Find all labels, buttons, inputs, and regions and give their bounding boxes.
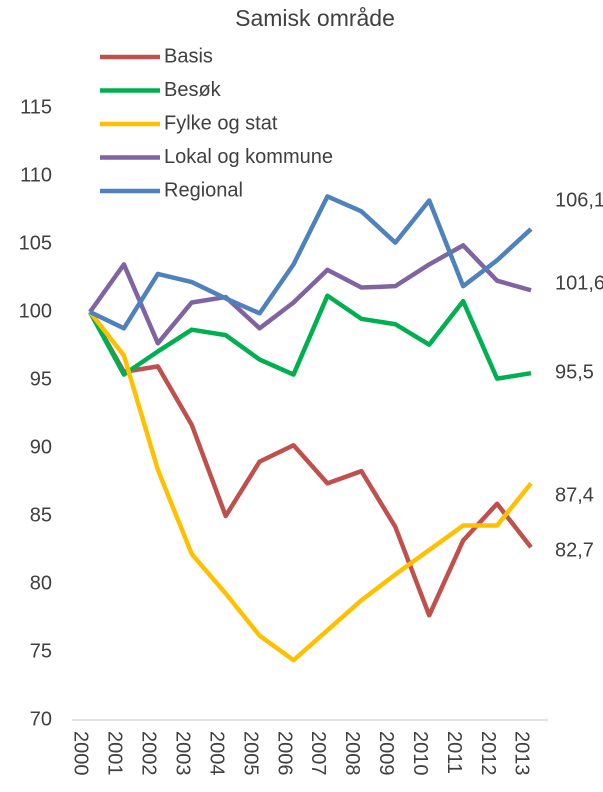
data-label: 82,7 [555,540,594,562]
x-tick-label: 2004 [205,731,227,776]
chart-title: Samisk område [235,5,395,31]
data-label: 95,5 [555,361,594,383]
series-line [89,194,533,331]
y-tick-label: 85 [30,504,52,526]
x-tick-label: 2013 [511,731,533,776]
x-tick-label: 2003 [171,731,193,776]
x-tick-label: 2007 [307,731,329,776]
y-tick-label: 90 [30,436,52,458]
legend-label: Fylke og stat [164,112,278,134]
legend-label: Besøk [164,79,222,101]
x-tick-label: 2008 [341,731,363,776]
x-tick-label: 2011 [443,731,465,774]
y-tick-label: 70 [30,708,52,730]
x-tick-label: 2000 [70,731,92,776]
y-tick-label: 115 [20,96,52,118]
y-tick-label: 105 [19,232,52,254]
y-tick-label: 75 [30,640,52,662]
x-tick-label: 2010 [409,731,431,776]
series-line [88,243,532,346]
x-tick-label: 2009 [375,731,397,776]
series-line [88,293,532,381]
x-tick-label: 2002 [138,731,160,776]
x-tick-label: 2001 [104,731,126,776]
data-label: 106,1 [555,189,603,211]
legend-label: Lokal og kommune [164,146,333,168]
y-tick-label: 95 [30,368,52,390]
series-line [88,310,533,663]
x-tick-label: 2012 [477,731,499,776]
legend-label: Regional [164,179,243,201]
series-line [88,310,533,618]
y-tick-label: 110 [20,164,52,186]
x-tick-label: 2005 [239,731,261,776]
legend-label: Basis [164,45,213,67]
data-label: 87,4 [555,485,594,507]
data-label: 101,6 [555,273,603,295]
y-tick-label: 80 [30,572,52,594]
y-tick-label: 100 [19,300,52,322]
x-tick-label: 2006 [273,731,295,776]
